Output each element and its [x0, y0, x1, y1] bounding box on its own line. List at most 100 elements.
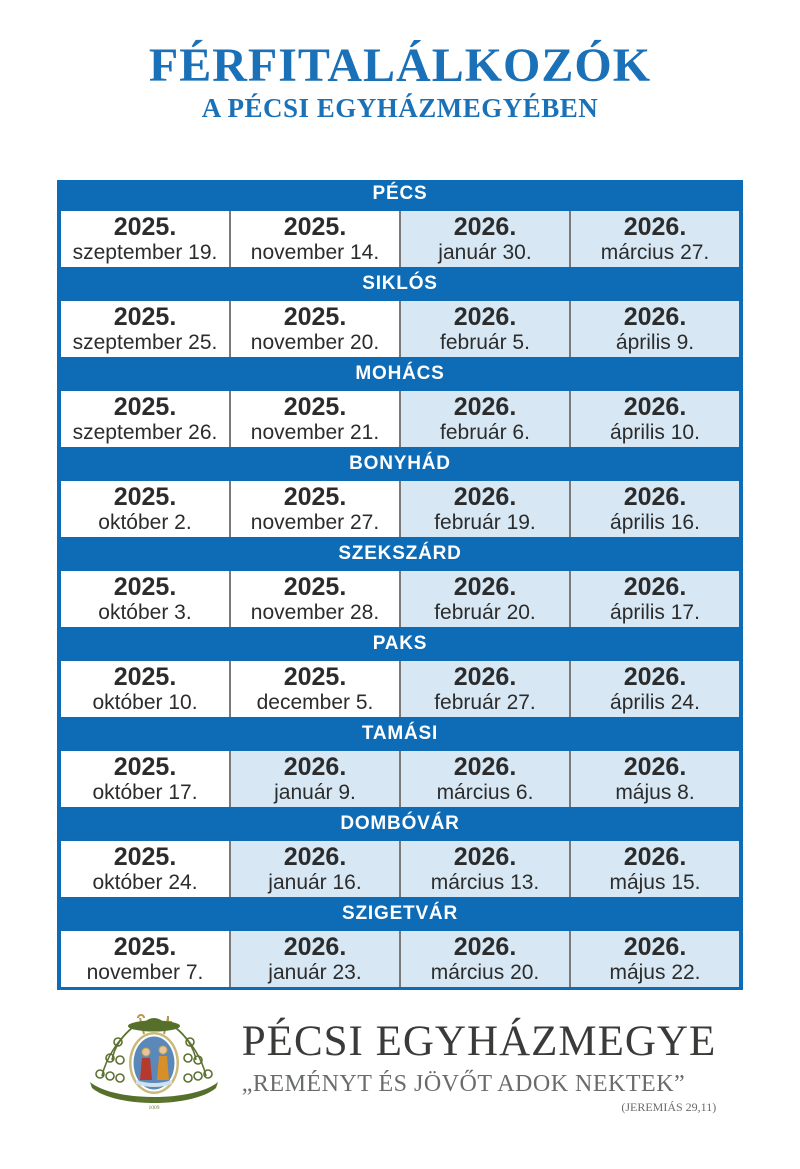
- date-row: 2025. szeptember 25. 2025. november 20. 2026…: [61, 301, 739, 357]
- date-day: december 5.: [256, 690, 374, 714]
- date-day: február 27.: [434, 690, 536, 714]
- date-cell: 2026. május 15.: [571, 841, 739, 897]
- date-year: 2025.: [283, 303, 347, 332]
- date-year: 2025.: [113, 933, 177, 962]
- date-year: 2026.: [453, 393, 517, 422]
- diocese-coat-of-arms-logo: ANNO DOMINI 1009: [84, 1010, 224, 1130]
- date-cell: 2026. február 27.: [401, 661, 569, 717]
- date-year: 2026.: [283, 843, 347, 872]
- date-year: 2026.: [623, 483, 687, 512]
- date-year: 2025.: [283, 573, 347, 602]
- date-cell: 2026. március 27.: [571, 211, 739, 267]
- date-day: április 16.: [610, 510, 700, 534]
- date-cell: 2026. február 6.: [401, 391, 569, 447]
- date-day: január 30.: [438, 240, 532, 264]
- date-cell: 2025. október 24.: [61, 841, 229, 897]
- date-year: 2025.: [113, 573, 177, 602]
- date-day: május 8.: [615, 780, 695, 804]
- date-cell: 2026. március 20.: [401, 931, 569, 987]
- date-cell: 2026. január 16.: [231, 841, 399, 897]
- date-year: 2026.: [453, 303, 517, 332]
- date-day: március 27.: [600, 240, 710, 264]
- date-day: október 24.: [92, 870, 198, 894]
- date-cell: 2025. november 27.: [231, 481, 399, 537]
- date-cell: 2026. február 20.: [401, 571, 569, 627]
- date-day: február 5.: [440, 330, 530, 354]
- date-year: 2026.: [623, 843, 687, 872]
- organization-name: PÉCSI EGYHÁZMEGYE: [241, 1018, 717, 1065]
- page-subtitle: A PÉCSI EGYHÁZMEGYÉBEN: [201, 93, 599, 123]
- date-year: 2025.: [113, 213, 177, 242]
- date-year: 2026.: [623, 213, 687, 242]
- date-year: 2025.: [283, 393, 347, 422]
- date-row: 2025. október 2. 2025. november 27. 2026. feb…: [61, 481, 739, 537]
- date-year: 2026.: [283, 753, 347, 782]
- date-cell: 2025. szeptember 19.: [61, 211, 229, 267]
- date-day: november 28.: [250, 600, 380, 624]
- date-year: 2025.: [113, 483, 177, 512]
- date-cell: 2026. február 19.: [401, 481, 569, 537]
- date-day: május 22.: [609, 960, 701, 984]
- date-day: április 17.: [610, 600, 700, 624]
- date-year: 2025.: [113, 843, 177, 872]
- city-header: SIKLÓS: [362, 273, 438, 294]
- page-title: FÉRFITALÁLKOZÓK: [148, 39, 652, 92]
- date-cell: 2026. április 9.: [571, 301, 739, 357]
- date-cell: 2025. szeptember 26.: [61, 391, 229, 447]
- logo-year-text: 1009: [148, 1105, 159, 1111]
- date-day: január 23.: [268, 960, 362, 984]
- date-cell: 2026. április 16.: [571, 481, 739, 537]
- date-cell: 2026. január 30.: [401, 211, 569, 267]
- date-year: 2025.: [113, 393, 177, 422]
- date-row: 2025. november 7. 2026. január 23. 2026. márc…: [61, 931, 739, 987]
- date-cell: 2026. január 23.: [231, 931, 399, 987]
- date-year: 2025.: [283, 483, 347, 512]
- date-year: 2026.: [453, 933, 517, 962]
- date-year: 2025.: [113, 303, 177, 332]
- date-day: szeptember 19.: [72, 240, 218, 264]
- date-cell: 2026. május 8.: [571, 751, 739, 807]
- date-day: október 17.: [92, 780, 198, 804]
- date-day: november 14.: [250, 240, 380, 264]
- date-day: szeptember 25.: [72, 330, 218, 354]
- date-row: 2025. október 10. 2025. december 5. 2026. feb…: [61, 661, 739, 717]
- date-cell: 2025. szeptember 25.: [61, 301, 229, 357]
- date-year: 2026.: [623, 393, 687, 422]
- date-day: március 13.: [430, 870, 540, 894]
- date-cell: 2026. január 9.: [231, 751, 399, 807]
- date-year: 2026.: [453, 573, 517, 602]
- date-day: október 3.: [98, 600, 192, 624]
- date-year: 2026.: [623, 573, 687, 602]
- date-day: január 9.: [274, 780, 356, 804]
- date-day: október 10.: [92, 690, 198, 714]
- date-row: 2025. szeptember 19. 2025. november 14. 2026…: [61, 211, 739, 267]
- date-day: november 20.: [250, 330, 380, 354]
- date-year: 2025.: [283, 213, 347, 242]
- city-header: MOHÁCS: [355, 363, 445, 384]
- date-year: 2026.: [623, 753, 687, 782]
- city-header: TAMÁSI: [361, 723, 439, 744]
- date-year: 2026.: [453, 753, 517, 782]
- date-year: 2025.: [113, 753, 177, 782]
- date-day: november 27.: [250, 510, 380, 534]
- city-header: PÉCS: [372, 183, 428, 204]
- date-cell: 2025. november 21.: [231, 391, 399, 447]
- date-row: 2025. október 17. 2026. január 9. 2026. márci…: [61, 751, 739, 807]
- date-day: szeptember 26.: [72, 420, 218, 444]
- poster: FÉRFITALÁLKOZÓK A PÉCSI EGYHÁZMEGYÉBEN P…: [0, 42, 800, 1169]
- logo-anno-text: ANNO DOMINI: [135, 1098, 173, 1104]
- date-row: 2025. október 24. 2026. január 16. 2026. márc…: [61, 841, 739, 897]
- footer: ANNO DOMINI 1009 PÉCSI EGYHÁZMEGYE „REMÉ…: [0, 1010, 800, 1130]
- date-day: február 20.: [434, 600, 536, 624]
- date-year: 2026.: [453, 213, 517, 242]
- date-day: április 9.: [615, 330, 695, 354]
- date-year: 2026.: [623, 933, 687, 962]
- date-day: április 10.: [610, 420, 700, 444]
- date-day: november 7.: [86, 960, 204, 984]
- date-year: 2026.: [283, 933, 347, 962]
- date-cell: 2026. április 10.: [571, 391, 739, 447]
- date-year: 2026.: [453, 663, 517, 692]
- scripture-reference: (JEREMIÁS 29,11): [621, 1100, 717, 1115]
- date-year: 2026.: [623, 663, 687, 692]
- date-cell: 2025. december 5.: [231, 661, 399, 717]
